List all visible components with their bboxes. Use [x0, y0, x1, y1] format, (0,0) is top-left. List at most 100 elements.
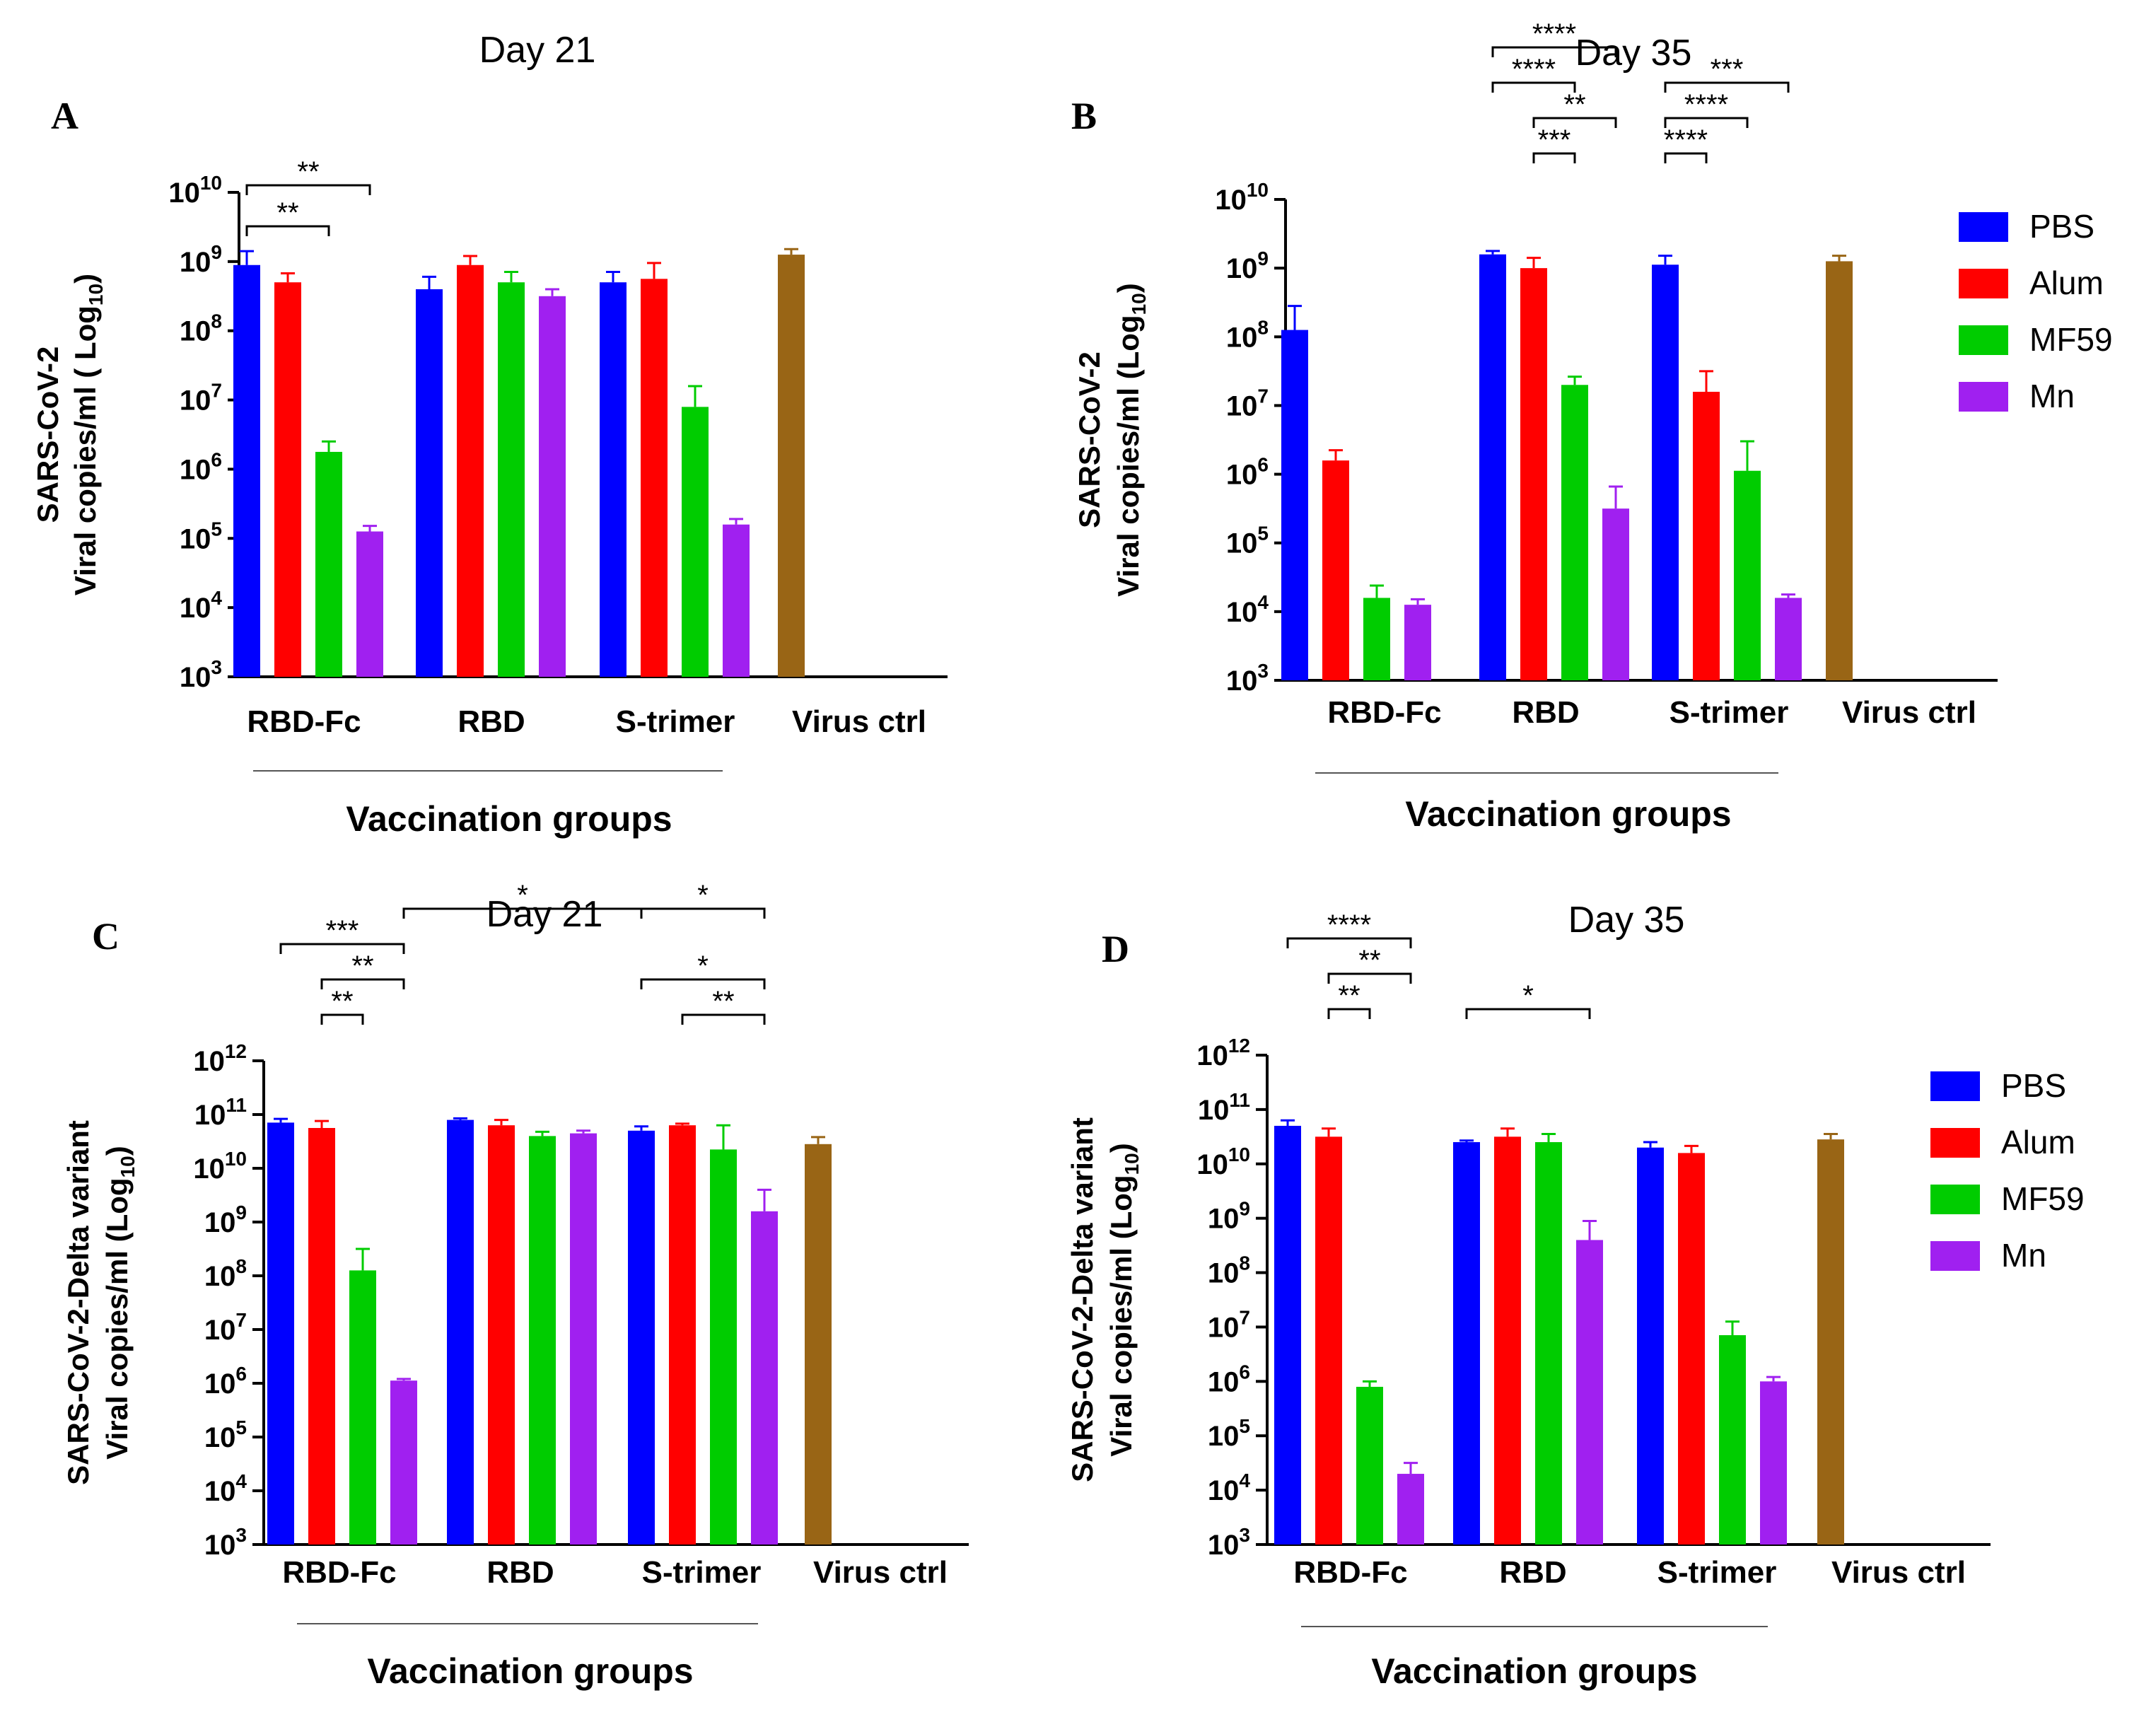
x-tick-label: Virus ctrl	[813, 1555, 948, 1590]
bar-rbd-mn	[539, 288, 566, 677]
y-tick-label: 1010	[1196, 1144, 1250, 1180]
bracket-line	[1465, 1008, 1591, 1019]
bar-rbd-fc-pbs	[267, 1117, 294, 1545]
legend-label: PBS	[2029, 208, 2094, 245]
legend: PBS Alum MF59 Mn	[1959, 208, 2113, 414]
bar	[1652, 264, 1679, 680]
bracket-line	[1532, 152, 1576, 163]
bar-virus-ctrl	[778, 248, 805, 677]
bracket-line	[320, 978, 405, 989]
significance-bracket: ***	[1532, 124, 1576, 163]
bar	[1734, 470, 1761, 680]
bar-s-trimer-pbs	[600, 271, 627, 677]
x-axis-label: Vaccination groups	[1371, 1651, 1697, 1691]
panel-C: Day 21 C 103 104 105 106 107 108 109 1010 1011 1012…	[62, 880, 969, 1691]
bar	[267, 1122, 294, 1545]
significance-label: ****	[1512, 54, 1556, 85]
bar-s-trimer-mn	[751, 1188, 778, 1545]
bar	[349, 1270, 376, 1545]
bar	[1397, 1474, 1424, 1545]
y-axis-label-line1: SARS-CoV-2-Delta variant	[1066, 1117, 1099, 1482]
bar-rbd-fc-mf59	[315, 440, 342, 677]
y-tick-label: 105	[180, 518, 222, 554]
y-tick-label: 104	[180, 587, 223, 624]
legend-swatch	[1959, 212, 2008, 242]
bar	[1274, 1125, 1301, 1545]
bar-rbd-mf59	[1535, 1132, 1562, 1545]
significance-bracket: ****	[1491, 54, 1576, 93]
bar-rbd-fc-mn	[1397, 1462, 1424, 1545]
panel-title: Day 35	[1575, 33, 1692, 74]
bar	[1561, 385, 1588, 680]
bracket-line	[1664, 117, 1749, 128]
significance-bracket: **	[681, 986, 766, 1025]
significance-bracket: *	[1465, 980, 1591, 1019]
bar-rbd-fc-mn	[390, 1378, 417, 1545]
legend-label: Alum	[2029, 264, 2104, 301]
significance-bracket: **	[245, 156, 371, 195]
bar-virus-ctrl	[805, 1136, 832, 1545]
significance-bracket: ****	[1491, 18, 1617, 57]
bar	[274, 282, 301, 677]
panel-title: Day 21	[479, 30, 596, 71]
y-tick-label: 109	[180, 241, 222, 278]
bar-rbd-fc-mn	[356, 525, 383, 677]
bar-s-trimer-mf59	[1734, 440, 1761, 680]
bar	[1775, 598, 1802, 680]
bar-s-trimer-alum	[1678, 1144, 1705, 1545]
bar	[529, 1136, 556, 1545]
y-axis-label-line1: SARS-CoV-2	[31, 347, 64, 523]
x-tick-label: Virus ctrl	[1831, 1555, 1966, 1590]
x-tick-label: RBD	[458, 704, 525, 739]
bar	[1693, 392, 1720, 680]
y-tick-label: 104	[204, 1470, 247, 1507]
bar	[233, 264, 260, 677]
legend-label: Alum	[2001, 1124, 2075, 1161]
y-tick-label: 1011	[1198, 1089, 1250, 1126]
bracket-line	[1664, 152, 1708, 163]
bracket-line	[1327, 1008, 1371, 1019]
bar	[1576, 1240, 1603, 1545]
bar-rbd-mn	[570, 1129, 597, 1545]
significance-bracket: ****	[1286, 909, 1412, 948]
y-tick-label: 109	[1208, 1198, 1250, 1235]
significance-label: ****	[1664, 124, 1708, 156]
significance-label: ***	[1538, 124, 1571, 156]
bar-rbd-fc-mn	[1404, 598, 1431, 680]
bar-s-trimer-alum	[669, 1122, 696, 1545]
bar	[1678, 1153, 1705, 1545]
y-tick-label: 109	[204, 1202, 247, 1238]
bar	[1817, 1139, 1844, 1545]
bar	[805, 1144, 832, 1545]
bar-s-trimer-mn	[1775, 593, 1802, 680]
bar	[416, 289, 443, 677]
y-tick-label: 1010	[1215, 179, 1269, 216]
significance-label: **	[351, 950, 373, 982]
bracket-line	[681, 1013, 766, 1025]
bar	[1494, 1136, 1521, 1545]
legend-swatch	[1930, 1241, 1980, 1271]
significance-label: ***	[1711, 54, 1744, 85]
x-tick-label: Virus ctrl	[792, 704, 926, 739]
bar	[1453, 1142, 1480, 1545]
bar	[447, 1119, 474, 1545]
bar-s-trimer-pbs	[1652, 255, 1679, 680]
bar-rbd-pbs	[447, 1117, 474, 1545]
significance-label: *	[697, 880, 709, 911]
y-tick-label: 107	[204, 1309, 247, 1346]
panel-letter: B	[1071, 95, 1097, 137]
x-tick-label: S-trimer	[1657, 1555, 1777, 1590]
bar	[1602, 508, 1629, 680]
y-axis-label-line2: Viral copies/ml ( Log10)	[69, 274, 107, 595]
bar-rbd-fc-mf59	[1356, 1380, 1383, 1545]
legend-swatch	[1959, 382, 2008, 412]
bar-s-trimer-mf59	[710, 1124, 737, 1545]
bar	[1315, 1136, 1342, 1545]
panel-letter: D	[1102, 928, 1129, 970]
x-tick-label: RBD	[486, 1555, 554, 1590]
bar-s-trimer-pbs	[1637, 1141, 1664, 1545]
bar-rbd-alum	[457, 255, 484, 677]
significance-label: **	[1563, 89, 1585, 120]
bar	[1535, 1142, 1562, 1545]
bar-rbd-alum	[488, 1119, 515, 1545]
